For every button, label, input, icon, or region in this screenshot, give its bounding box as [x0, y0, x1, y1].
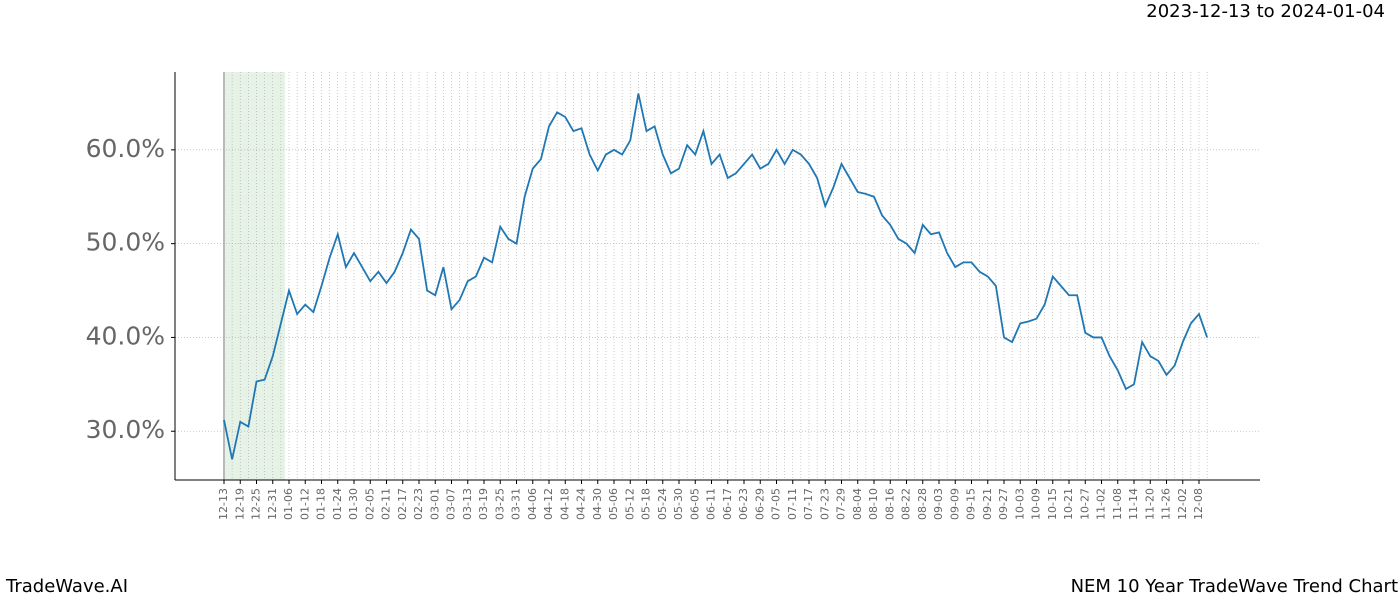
x-tick-label: 12-13 [217, 488, 230, 520]
x-tick-label: 03-01 [428, 488, 441, 520]
x-tick-label: 04-30 [591, 488, 604, 520]
x-tick-label: 11-14 [1127, 488, 1140, 520]
x-tick-label: 03-07 [445, 488, 458, 520]
x-tick-label: 05-30 [672, 488, 685, 520]
x-tick-label: 09-09 [948, 488, 961, 520]
x-tick-label: 03-19 [477, 488, 490, 520]
x-tick-label: 01-18 [315, 488, 328, 520]
x-tick-label: 09-27 [997, 488, 1010, 520]
x-tick-label: 04-12 [542, 488, 555, 520]
x-tick-label: 11-02 [1095, 488, 1108, 520]
x-tick-label: 01-06 [282, 488, 295, 520]
x-tick-label: 05-24 [656, 488, 669, 520]
x-tick-label: 08-22 [900, 488, 913, 520]
footer-title: NEM 10 Year TradeWave Trend Chart [1071, 576, 1398, 597]
x-tick-label: 04-18 [558, 488, 571, 520]
x-tick-label: 12-19 [233, 488, 246, 520]
x-tick-label: 01-24 [331, 488, 344, 520]
x-tick-label: 01-12 [298, 488, 311, 520]
trend-line [223, 93, 1208, 460]
x-tick-label: 12-02 [1176, 488, 1189, 520]
x-tick-label: 10-15 [1046, 488, 1059, 520]
x-tick-label: 10-09 [1030, 488, 1043, 520]
x-tick-label: 09-15 [965, 488, 978, 520]
y-tick-label: 50.0% [86, 228, 165, 257]
x-tick-label: 07-23 [818, 488, 831, 520]
x-tick-label: 04-06 [526, 488, 539, 520]
x-tick-label: 01-30 [347, 488, 360, 520]
highlight-band [224, 72, 285, 480]
x-tick-label: 07-17 [802, 488, 815, 520]
y-tick-label: 30.0% [86, 415, 165, 444]
x-tick-label: 09-21 [981, 488, 994, 520]
x-tick-label: 10-03 [1013, 488, 1026, 520]
x-tick-label: 02-23 [412, 488, 425, 520]
x-tick-label: 09-03 [932, 488, 945, 520]
x-tick-label: 12-08 [1192, 488, 1205, 520]
x-tick-label: 05-18 [640, 488, 653, 520]
x-tick-label: 06-05 [688, 488, 701, 520]
y-tick-label: 40.0% [86, 321, 165, 350]
x-tick-label: 11-08 [1111, 488, 1124, 520]
x-tick-label: 08-16 [883, 488, 896, 520]
x-tick-label: 08-10 [867, 488, 880, 520]
footer-brand: TradeWave.AI [5, 576, 128, 597]
x-tick-label: 02-05 [363, 488, 376, 520]
x-tick-label: 06-29 [753, 488, 766, 520]
x-tick-label: 05-12 [623, 488, 636, 520]
x-tick-label: 08-04 [851, 488, 864, 520]
x-tick-label: 06-23 [737, 488, 750, 520]
header-range: 2023-12-13 to 2024-01-04 [1146, 1, 1385, 22]
x-tick-label: 05-06 [607, 488, 620, 520]
x-tick-label: 02-11 [380, 488, 393, 520]
x-tick-label: 07-11 [786, 488, 799, 520]
x-tick-label: 07-05 [770, 488, 783, 520]
x-tick-label: 10-21 [1062, 488, 1075, 520]
y-tick-label: 60.0% [86, 134, 165, 163]
x-tick-label: 02-17 [396, 488, 409, 520]
x-tick-label: 12-25 [250, 488, 263, 520]
x-tick-label: 03-31 [510, 488, 523, 520]
x-tick-label: 03-25 [493, 488, 506, 520]
x-tick-label: 06-17 [721, 488, 734, 520]
x-tick-label: 07-29 [835, 488, 848, 520]
x-tick-label: 11-20 [1143, 488, 1156, 520]
x-tick-label: 12-31 [266, 488, 279, 520]
x-tick-label: 03-13 [461, 488, 474, 520]
x-tick-label: 10-27 [1078, 488, 1091, 520]
x-tick-label: 08-28 [916, 488, 929, 520]
x-tick-label: 11-26 [1160, 488, 1173, 520]
x-tick-label: 06-11 [705, 488, 718, 520]
x-tick-label: 04-24 [575, 488, 588, 520]
